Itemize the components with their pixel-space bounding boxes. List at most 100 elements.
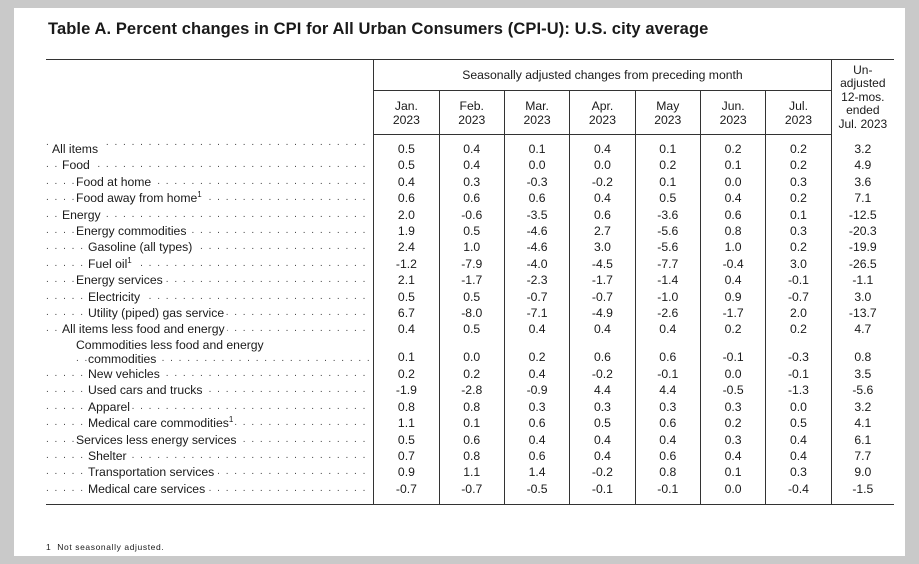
month-header-6: Jul. 2023 <box>765 90 832 135</box>
row-label-cell: . . . . . . . . . . . . . . . . . . . . … <box>46 190 375 207</box>
value-cell: -4.9 <box>569 305 636 322</box>
leader-dots: . . . . . . . . . . . . . . . . . . . . … <box>46 482 369 494</box>
unadjusted-value-cell: 3.0 <box>854 289 872 304</box>
unadjusted-value-cell: -1.5 <box>831 480 894 506</box>
unadjusted-value-cell: 3.6 <box>854 174 872 189</box>
unadjusted-value-cell: 3.5 <box>854 366 872 381</box>
value-cell: -0.2 <box>569 173 636 191</box>
value-cell: 0.4 <box>504 431 571 448</box>
leader-dots: . . . . . . . . . . . . . . . . . . . . … <box>46 290 369 302</box>
value-cell: 0.8 <box>635 464 701 481</box>
value-cell: -1.2 <box>373 255 440 273</box>
leader-dots: . . . . . . . . . . . . . . . . . . . . … <box>46 400 369 412</box>
value-cell: 0.4 <box>700 190 767 207</box>
value-cell: 0.8 <box>439 398 505 416</box>
month-header-row: Jan. 2023 Feb. 2023 Mar. 2023 Apr. 2023 May 2023 J… <box>46 90 894 135</box>
row-label-cell: . . . . . . . . . . . . . . . . . . . . … <box>46 206 375 224</box>
row-label: All items less food and energy <box>62 322 227 337</box>
row-label-text: Gasoline (all types) <box>88 240 193 255</box>
unadjusted-value-cell: 6.1 <box>854 432 872 447</box>
row-label-cell: . . . . . . . . . . . . . . . . . . . . … <box>46 398 375 416</box>
row-label-cell: . . . . . . . . . . . . . . . . . . . . … <box>46 382 375 399</box>
unadjusted-value-cell: 4.7 <box>854 322 872 337</box>
value-cell: 0.0 <box>439 337 505 366</box>
value-cell: 0.1 <box>765 206 832 224</box>
table-title: Table A. Percent changes in CPI for All … <box>48 20 709 38</box>
table-row: . . . . . . . . . . . . . . . . . . . . … <box>46 398 894 416</box>
table-row: Commodities less food and energy . . . .… <box>46 337 894 366</box>
value-cell: 0.3 <box>700 398 767 416</box>
row-label-text: Transportation services <box>88 465 215 480</box>
value-cell: -4.5 <box>569 255 636 273</box>
table-row: . . . . . . . . . . . . . . . . . . . . … <box>46 464 894 481</box>
value-cell: -0.4 <box>700 255 767 273</box>
table-header: Seasonally adjusted changes from precedi… <box>46 59 894 135</box>
value-cell: 0.1 <box>439 415 505 432</box>
unadjusted-value-cell: 7.7 <box>854 448 872 463</box>
value-cell: -0.7 <box>504 288 571 306</box>
row-label-cell: . . . . . . . . . . . . . . . . . . . . … <box>46 305 375 322</box>
table-row: . . . . . . . . . . . . . . . . . . . . … <box>46 415 894 432</box>
value-cell: -3.6 <box>635 206 701 224</box>
row-label-text: Used cars and trucks <box>88 383 203 398</box>
row-label: Apparel <box>88 399 133 414</box>
month-header-3: Apr. 2023 <box>569 90 636 135</box>
value-cell: 6.7 <box>373 305 440 322</box>
table-row: . . . . . . . . . . . . . . . . . . . . … <box>46 431 894 448</box>
row-label-cell: . . . . . . . . . . . . . . . . . . . . … <box>46 415 375 432</box>
table-row: . . . . . . . . . . . . . . . . . . . . … <box>46 272 894 289</box>
value-cell: 0.2 <box>635 157 701 174</box>
value-cell: 0.5 <box>373 157 440 174</box>
leader-dots: . . . . . . . . . . . . . . . . . . . . … <box>76 352 369 364</box>
value-cell: -8.0 <box>439 305 505 322</box>
value-cell: -0.1 <box>765 365 832 383</box>
value-cell: 0.3 <box>504 398 571 416</box>
value-cell: 2.1 <box>373 272 440 289</box>
leader-dots: . . . . . . . . . . . . . . . . . . . . … <box>46 449 369 461</box>
row-label: Medical care services <box>88 481 208 496</box>
leader-dots: . . . . . . . . . . . . . . . . . . . . … <box>46 274 369 286</box>
value-cell: -4.0 <box>504 255 571 273</box>
value-cell: 0.9 <box>373 464 440 481</box>
value-cell: 0.5 <box>373 288 440 306</box>
value-cell: -4.6 <box>504 223 571 240</box>
row-label: Shelter <box>88 448 129 463</box>
seasonal-group-header: Seasonally adjusted changes from precedi… <box>373 59 832 91</box>
table-row: . . . . . . . . . . . . . . . . . . . . … <box>46 382 894 399</box>
row-label-cell: . . . . . . . . . . . . . . . . . . . . … <box>46 173 375 191</box>
value-cell: -0.1 <box>635 480 701 506</box>
value-cell: 0.4 <box>700 447 767 465</box>
value-cell: 0.3 <box>765 223 832 240</box>
value-cell: 0.4 <box>439 157 505 174</box>
value-cell: -2.3 <box>504 272 571 289</box>
value-cell: 0.3 <box>765 464 832 481</box>
value-cell: -0.7 <box>373 480 440 506</box>
value-cell: -0.3 <box>504 173 571 191</box>
year-label: 2023 <box>523 112 551 127</box>
value-cell: 0.3 <box>700 431 767 448</box>
value-cell: 0.7 <box>373 447 440 465</box>
value-cell: -1.0 <box>635 288 701 306</box>
value-cell: 0.1 <box>504 134 571 158</box>
unadjusted-value-cell: 4.9 <box>854 158 872 173</box>
value-cell: 0.1 <box>700 157 767 174</box>
value-cell: 2.0 <box>765 305 832 322</box>
value-cell: 0.2 <box>765 239 832 256</box>
row-label-text: Utility (piped) gas service <box>88 306 225 321</box>
table-row: . . . . . . . . . . . . . . . . . . . . … <box>46 288 894 306</box>
value-cell: 0.8 <box>439 447 505 465</box>
value-cell: 0.5 <box>373 134 440 158</box>
month-label: Jun. <box>721 98 745 113</box>
value-cell: 0.4 <box>439 134 505 158</box>
value-cell: -1.4 <box>635 272 701 289</box>
table-body: . . . . . . . . . . . . . . . . . . . . … <box>46 134 894 506</box>
unadjusted-value-cell: -1.1 <box>852 273 874 288</box>
month-header-0: Jan. 2023 <box>373 90 440 135</box>
value-cell: 0.4 <box>504 365 571 383</box>
unadjusted-line-5: Jul. 2023 <box>838 116 888 131</box>
row-label-text: Food away from home <box>76 191 198 206</box>
value-cell: 1.1 <box>373 415 440 432</box>
leader-dots: . . . . . . . . . . . . . . . . . . . . … <box>46 257 369 269</box>
row-label-text: Apparel <box>88 399 131 414</box>
value-cell: 0.3 <box>439 173 505 191</box>
